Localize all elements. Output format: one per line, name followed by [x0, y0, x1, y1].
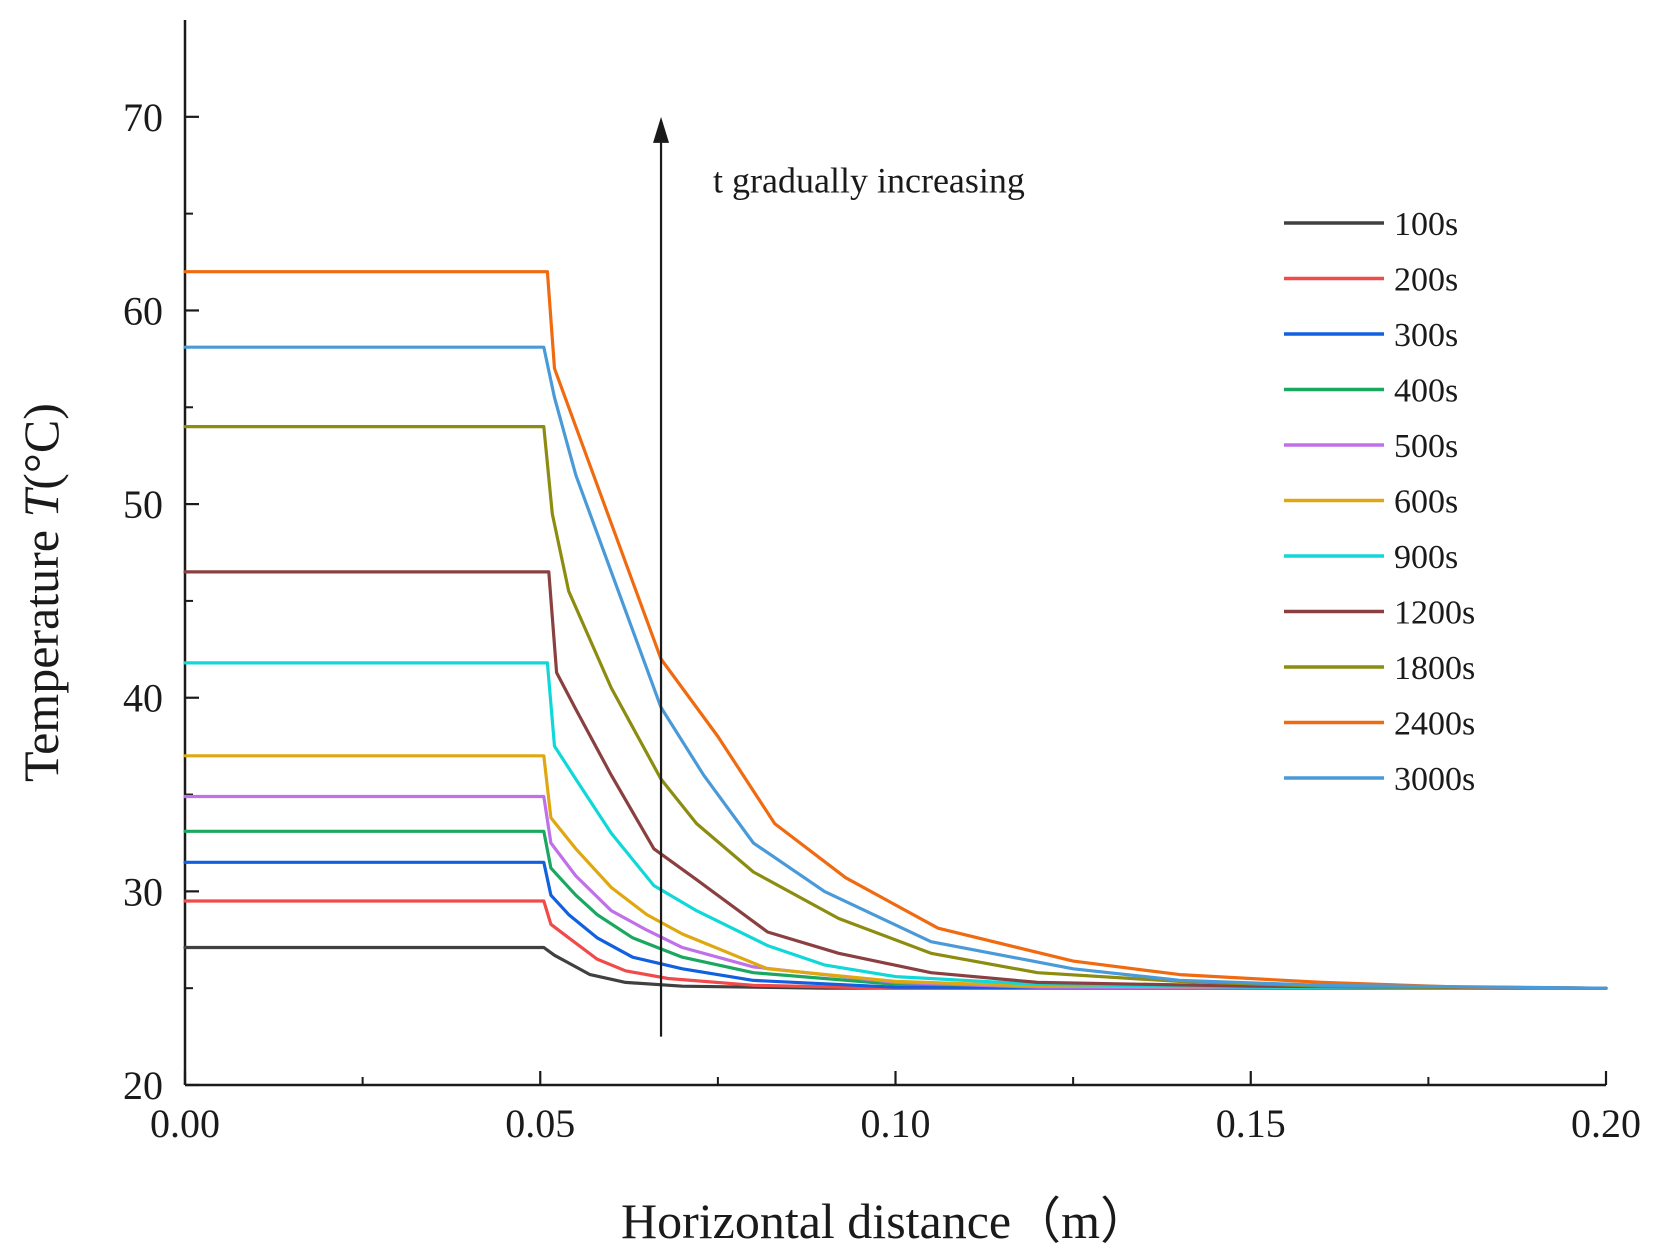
legend-label-200s: 200s: [1394, 262, 1458, 299]
legend-label-100s: 100s: [1394, 206, 1458, 243]
series-line-300s: [183, 860, 1608, 990]
x-tick-label: 0.15: [1216, 1101, 1286, 1146]
y-axis-title-unit: (°C): [13, 403, 69, 490]
x-axis-title: Horizontal distance（m）: [621, 1193, 1150, 1249]
y-axis-title-prefix: Temperature: [13, 518, 69, 782]
legend-label-3000s: 3000s: [1394, 761, 1475, 798]
legend-label-1800s: 1800s: [1394, 650, 1475, 687]
y-tick-label: 70: [123, 95, 163, 140]
series-layer: [183, 270, 1608, 990]
x-tick-label: 0.10: [861, 1101, 931, 1146]
series-line-500s: [183, 794, 1608, 990]
annotation-layer: t gradually increasing: [653, 116, 1025, 1037]
y-tick-label: 20: [123, 1063, 163, 1108]
legend-label-2400s: 2400s: [1394, 706, 1475, 743]
x-tick-label: 0.00: [150, 1101, 220, 1146]
legend-label-900s: 900s: [1394, 539, 1458, 576]
y-tick-label: 40: [123, 676, 163, 721]
annotation-arrow-head: [653, 116, 670, 143]
series-line-1800s: [183, 425, 1608, 990]
series-line-400s: [183, 829, 1608, 990]
x-tick-label: 0.20: [1571, 1101, 1641, 1146]
y-axis-title-variable: T: [13, 487, 69, 518]
axes-layer: 0.00 0.05 0.10 0.15 0.20 20 30 40 50 60 70: [123, 20, 1641, 1146]
annotation-text: t gradually increasing: [713, 161, 1025, 201]
legend-label-1200s: 1200s: [1394, 595, 1475, 632]
series-line-2400s: [183, 270, 1608, 990]
legend-label-300s: 300s: [1394, 317, 1458, 354]
series-line-100s: [183, 945, 1608, 990]
series-line-900s: [183, 661, 1608, 990]
y-tick-label: 60: [123, 288, 163, 333]
legend-label-600s: 600s: [1394, 484, 1458, 521]
y-tick-label: 50: [123, 482, 163, 527]
series-line-1200s: [183, 570, 1608, 990]
series-line-600s: [183, 754, 1608, 990]
y-axis-title: Temperature T(°C): [13, 403, 69, 782]
legend-label-400s: 400s: [1394, 373, 1458, 410]
series-line-3000s: [183, 345, 1608, 990]
y-tick-label: 30: [123, 869, 163, 914]
x-tick-label: 0.05: [505, 1101, 575, 1146]
series-line-200s: [183, 899, 1608, 990]
legend-label-500s: 500s: [1394, 428, 1458, 465]
legend: 100s 200s 300s 400s 500s 600s 900s 1200s 1800s 24…: [1284, 206, 1475, 798]
